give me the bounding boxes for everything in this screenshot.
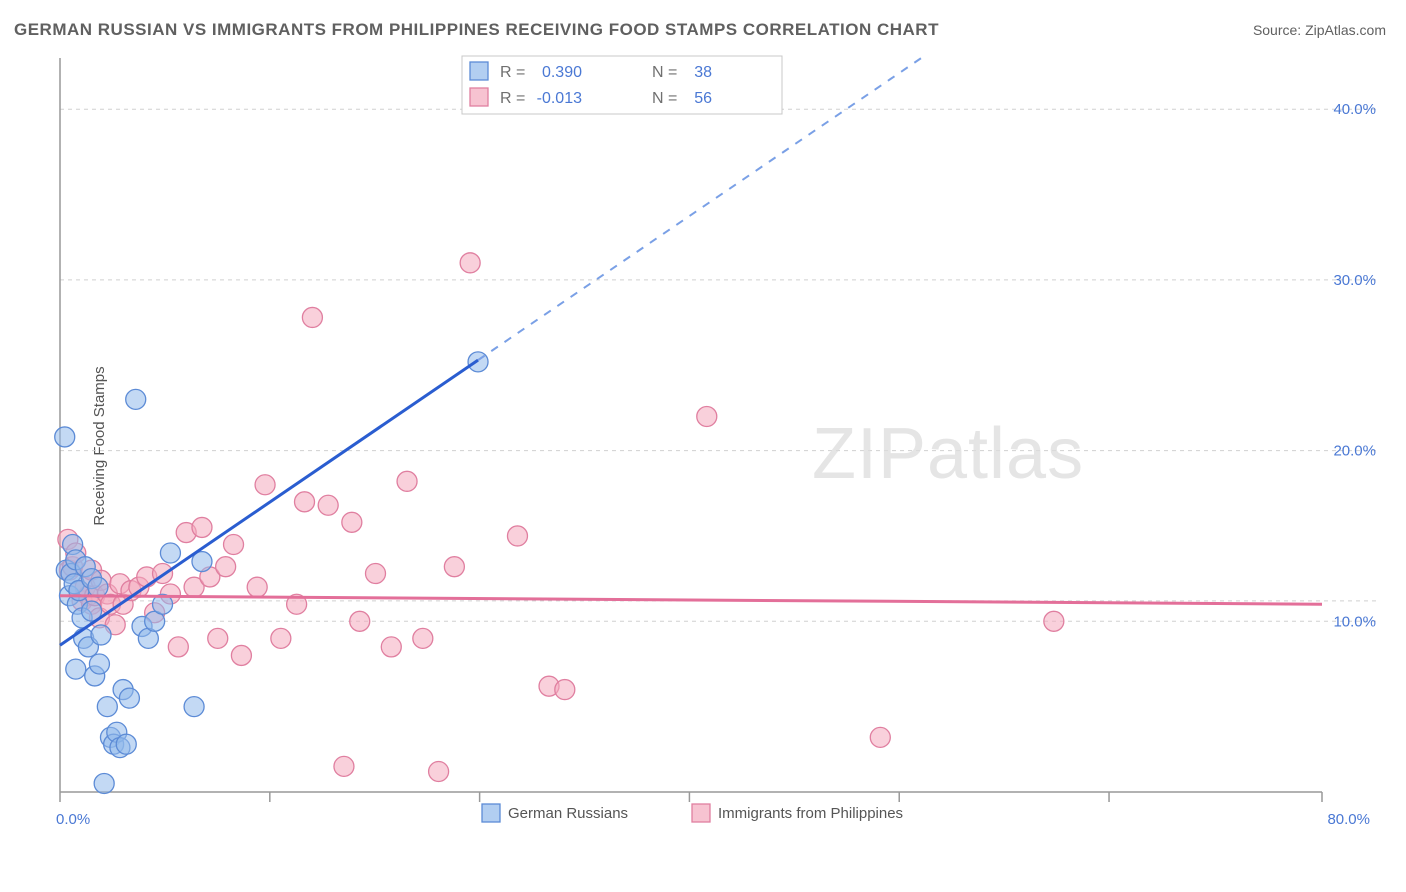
svg-text:20.0%: 20.0%: [1333, 443, 1376, 460]
x-tick-labels: 0.0% 80.0%: [56, 811, 1370, 828]
svg-text:0.390: 0.390: [542, 64, 582, 81]
svg-text:N =: N =: [652, 90, 677, 107]
svg-text:38: 38: [694, 64, 712, 81]
chart-title: GERMAN RUSSIAN VS IMMIGRANTS FROM PHILIP…: [14, 20, 939, 40]
svg-text:40.0%: 40.0%: [1333, 101, 1376, 118]
axes: [60, 58, 1322, 802]
series-a-points: [55, 352, 488, 794]
svg-text:R =: R =: [500, 64, 525, 81]
gridlines: [60, 109, 1380, 621]
svg-text:R =: R =: [500, 90, 525, 107]
svg-text:30.0%: 30.0%: [1333, 272, 1376, 289]
stats-box: R = 0.390 N = 38 R = -0.013 N = 56: [462, 56, 782, 114]
scatter-plot: ZIPatlas R = 0.390 N = 38 R = -0.013 N = 56 10.…: [52, 48, 1382, 838]
plot-svg: ZIPatlas R = 0.390 N = 38 R = -0.013 N = 56 10.…: [52, 48, 1382, 838]
svg-text:10.0%: 10.0%: [1333, 613, 1376, 630]
svg-text:0.0%: 0.0%: [56, 811, 90, 828]
source-label: Source: ZipAtlas.com: [1253, 22, 1386, 38]
y-tick-labels: 10.0% 20.0% 30.0% 40.0%: [1333, 101, 1376, 630]
svg-text:56: 56: [694, 90, 712, 107]
svg-text:German Russians: German Russians: [508, 805, 628, 822]
trend-lines: [60, 58, 1322, 645]
svg-text:N =: N =: [652, 64, 677, 81]
bottom-legend: German Russians Immigrants from Philippin…: [482, 804, 903, 822]
svg-text:80.0%: 80.0%: [1327, 811, 1370, 828]
series-b-points: [58, 253, 1064, 782]
svg-text:-0.013: -0.013: [537, 90, 582, 107]
watermark-text: ZIPatlas: [812, 414, 1084, 494]
svg-text:Immigrants from Philippines: Immigrants from Philippines: [718, 805, 903, 822]
